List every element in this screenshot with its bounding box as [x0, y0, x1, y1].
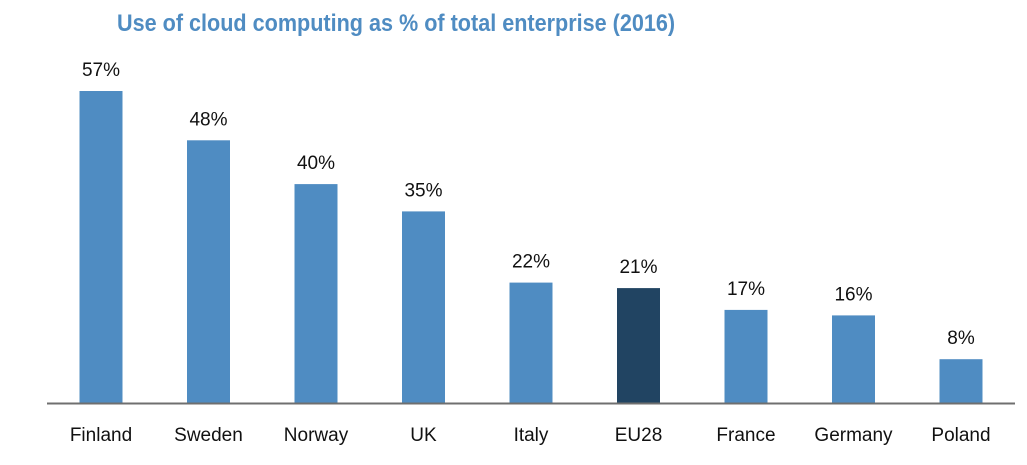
value-label-poland: 8%: [947, 328, 975, 349]
value-label-eu28: 21%: [619, 257, 657, 278]
bar-sweden: [187, 140, 230, 404]
category-label-germany: Germany: [814, 425, 893, 446]
chart-title: Use of cloud computing as % of total ent…: [117, 10, 676, 37]
bar-italy: [509, 282, 553, 403]
value-label-france: 17%: [727, 279, 765, 300]
category-label-finland: Finland: [70, 425, 132, 446]
bar-france: [724, 309, 768, 403]
bar-poland: [939, 359, 983, 403]
value-label-italy: 22%: [512, 252, 550, 273]
category-label-sweden: Sweden: [174, 425, 243, 446]
bar-eu28: [617, 288, 660, 403]
value-label-germany: 16%: [834, 284, 872, 305]
bar-uk: [402, 211, 445, 403]
bar-germany: [832, 315, 875, 403]
value-label-norway: 40%: [297, 153, 335, 174]
category-label-italy: Italy: [514, 425, 549, 446]
bar-finland: [79, 91, 123, 403]
category-label-uk: UK: [410, 425, 437, 446]
bar-norway: [294, 184, 338, 403]
category-labels-layer: Finland Sweden Norway UK Italy EU28 France Germ…: [70, 425, 991, 446]
value-label-uk: 35%: [404, 180, 442, 201]
value-labels-layer: 57% 48% 40% 35% 22% 21% 17% 16% 8%: [82, 60, 975, 349]
value-label-sweden: 48%: [189, 109, 227, 130]
category-label-norway: Norway: [284, 425, 349, 446]
category-label-eu28: EU28: [615, 425, 663, 446]
category-label-france: France: [716, 425, 775, 446]
category-label-poland: Poland: [931, 425, 990, 446]
bars-layer: [79, 91, 983, 404]
value-label-finland: 57%: [82, 60, 120, 81]
